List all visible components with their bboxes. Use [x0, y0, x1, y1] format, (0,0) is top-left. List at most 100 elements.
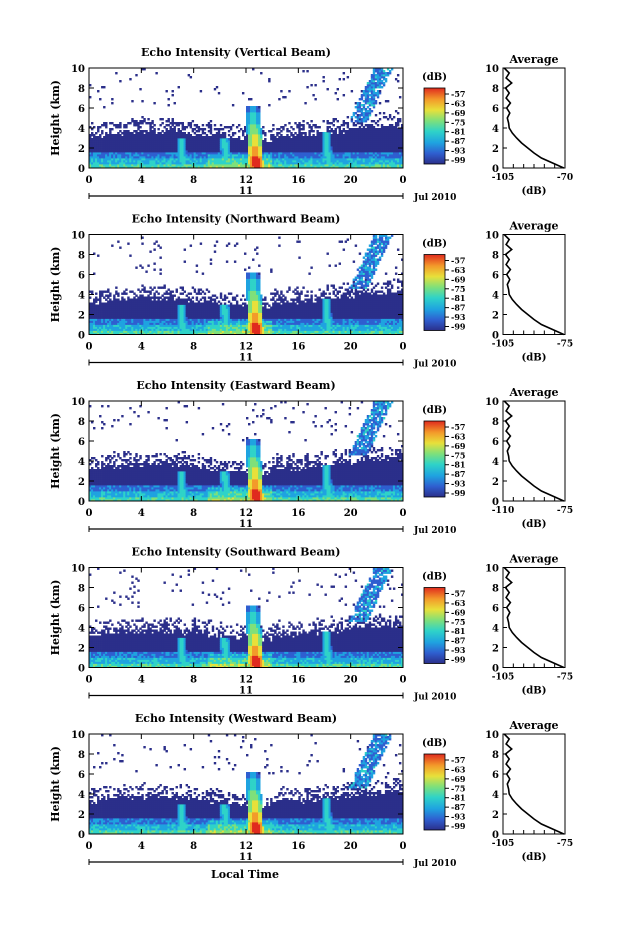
echo-cell: [163, 156, 166, 159]
echo-cell: [161, 162, 164, 165]
echo-cell: [107, 152, 110, 155]
echo-cell: [101, 156, 104, 159]
echo-cell: [91, 156, 94, 159]
echo-cell: [183, 126, 187, 129]
echo-cell: [109, 162, 112, 165]
echo-cell: [181, 144, 184, 147]
echo-cell: [115, 148, 118, 151]
echo-cell: [101, 158, 104, 161]
echo-cell: [139, 150, 142, 153]
echo-cell: [211, 146, 215, 149]
echo-cell: [177, 150, 180, 153]
echo-cell: [143, 138, 146, 141]
echo-cell: [99, 144, 102, 147]
echo-cell: [99, 152, 102, 155]
echo-cell: [121, 136, 124, 139]
echo-cell: [141, 136, 144, 139]
echo-cell: [211, 152, 215, 155]
echo-cell: [115, 126, 118, 129]
echo-cell: [129, 166, 132, 169]
echo-cell: [99, 146, 102, 149]
echo-cell: [183, 134, 187, 137]
echo-cell: [209, 126, 213, 129]
echo-cell: [151, 132, 154, 135]
echo-cell: [135, 158, 138, 161]
echo-cell: [207, 126, 211, 129]
echo-cell: [215, 138, 219, 141]
echo-cell: [137, 142, 140, 145]
echo-cell: [165, 120, 168, 123]
echo-cell: [165, 130, 168, 133]
echo-cell: [131, 132, 134, 135]
echo-cell: [97, 158, 100, 161]
echo-cell: [213, 162, 217, 165]
echo-cell: [163, 142, 166, 145]
echo-cell: [129, 160, 132, 163]
echo-cell: [203, 154, 207, 157]
echo-cell: [167, 156, 170, 159]
echo-cell: [201, 166, 205, 169]
echo-cell: [91, 140, 94, 143]
echo-cell: [109, 160, 112, 163]
echo-cell: [91, 290, 94, 293]
echo-cell: [107, 160, 110, 163]
echo-cell: [171, 120, 174, 123]
y-tick-label: 4: [78, 124, 85, 135]
echo-cell: [177, 166, 180, 169]
echo-cell: [143, 140, 146, 143]
echo-cell: [171, 132, 174, 135]
echo-cell: [117, 136, 120, 139]
echo-cell: [91, 160, 94, 163]
echo-cell: [151, 150, 154, 153]
echo-cell: [97, 162, 100, 165]
echo-cell: [151, 126, 154, 129]
echo-cell: [177, 86, 180, 89]
echo-cell: [111, 158, 114, 161]
echo-cell: [89, 160, 92, 163]
echo-cell: [169, 160, 172, 163]
echo-cell: [155, 72, 158, 75]
echo-cell: [103, 106, 106, 109]
echo-cell: [181, 148, 184, 151]
echo-cell: [127, 144, 130, 147]
echo-cell: [159, 148, 162, 151]
echo-cell: [135, 146, 138, 149]
echo-cell: [109, 150, 112, 153]
echo-cell: [107, 162, 110, 165]
echo-cell: [151, 142, 154, 145]
echo-cell: [209, 160, 213, 163]
echo-cell: [113, 166, 116, 169]
echo-cell: [101, 130, 104, 133]
echo-cell: [115, 166, 118, 169]
echo-cell: [268, 104, 271, 107]
echo-cell: [133, 162, 136, 165]
echo-cell: [177, 148, 180, 151]
echo-cell: [119, 146, 122, 149]
echo-cell: [135, 134, 138, 137]
echo-cell: [159, 140, 162, 143]
echo-cell: [89, 158, 92, 161]
echo-cell: [141, 166, 144, 169]
echo-cell: [103, 160, 106, 163]
echo-cell: [155, 150, 158, 153]
echo-cell: [209, 154, 213, 157]
echo-cell: [147, 166, 150, 169]
echo-cell: [145, 130, 148, 133]
echo-cell: [215, 156, 219, 159]
echo-cell: [272, 124, 275, 127]
echo-cell: [91, 154, 94, 157]
echo-cell: [175, 142, 178, 145]
echo-cell: [123, 156, 126, 159]
echo-cell: [199, 146, 203, 149]
echo-cell: [131, 138, 134, 141]
echo-cell: [207, 160, 211, 163]
echo-cell: [163, 284, 166, 287]
echo-cell: [171, 290, 174, 293]
echo-cell: [167, 134, 170, 137]
echo-cell: [197, 166, 201, 169]
echo-cell: [133, 124, 136, 127]
echo-cell: [185, 152, 189, 155]
echo-cell: [153, 144, 156, 147]
echo-cell: [125, 146, 128, 149]
echo-cell: [157, 152, 160, 155]
